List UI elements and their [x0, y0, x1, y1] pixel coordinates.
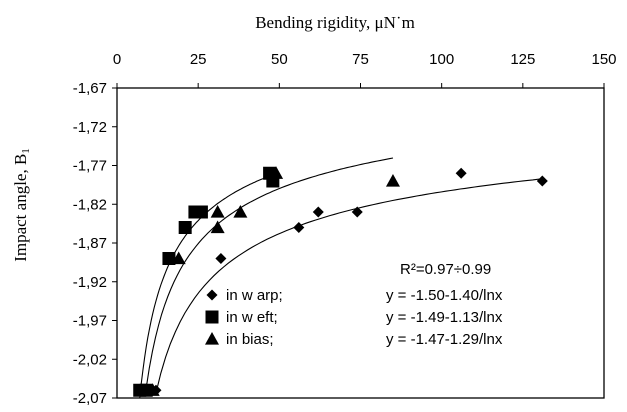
data-point-square [194, 205, 208, 219]
data-point-triangle [385, 174, 400, 187]
y-tick-label: -1,67 [73, 80, 107, 97]
legend-label: in bias; [226, 331, 274, 348]
y-tick-label: -1,82 [73, 196, 107, 213]
legend-equation: y = -1.49-1.13/lnx [386, 309, 503, 326]
x-tick-label: 0 [113, 51, 121, 68]
data-point-square [162, 252, 176, 265]
data-point-diamond [215, 253, 227, 264]
y-axis-title-main: Impact angle, B [11, 154, 30, 262]
trend-line-triangle [145, 157, 394, 389]
legend-equation: y = -1.47-1.29/lnx [386, 331, 503, 348]
x-tick-label: 50 [271, 51, 288, 68]
data-points [133, 166, 548, 397]
data-point-diamond [312, 206, 324, 218]
data-point-diamond [351, 206, 363, 218]
data-point-triangle [171, 251, 186, 265]
x-tick-label: 25 [190, 51, 207, 68]
legend-marker-diamond [206, 289, 218, 301]
trend-line-diamond [155, 178, 543, 394]
legend-label: in w arp; [226, 287, 283, 304]
legend: in w arp; y = -1.50-1.40/lnx in w eft; y = … [205, 287, 503, 348]
y-tick-label: -1,72 [73, 119, 107, 136]
legend-marker-square [205, 310, 219, 324]
y-axis-title: Impact angle, B1 [11, 148, 32, 262]
x-tick-label: 75 [352, 51, 369, 68]
y-tick-label: -1,97 [73, 313, 107, 330]
y-tick-label: -1,92 [73, 274, 107, 291]
data-point-triangle [233, 205, 248, 218]
y-ticks: -1,67 -1,72 -1,77 -1,82 -1,87 -1,92 -1,97 -2,02… [73, 80, 117, 407]
x-ticks: 0 25 50 75 100 125 150 [113, 51, 617, 88]
legend-equation: y = -1.50-1.40/lnx [386, 287, 503, 304]
data-point-triangle [210, 205, 225, 218]
r-squared-annotation: R²=0.97÷0.99 [400, 261, 491, 278]
y-tick-label: -1,87 [73, 235, 107, 252]
plot-area [116, 87, 605, 399]
trend-lines [139, 157, 543, 399]
x-tick-label: 150 [591, 51, 616, 68]
data-point-diamond [455, 167, 467, 179]
x-axis-title: Bending rigidity, μN˙m [255, 13, 415, 32]
data-point-diamond [536, 175, 548, 187]
legend-label: in w eft; [226, 309, 278, 326]
data-point-triangle [269, 166, 284, 179]
x-tick-label: 125 [510, 51, 535, 68]
data-point-diamond [293, 222, 305, 233]
data-point-square [178, 221, 192, 234]
y-tick-label: -1,77 [73, 158, 107, 175]
y-axis-title-subscript: 1 [20, 148, 32, 154]
data-point-triangle [145, 383, 160, 396]
data-point-triangle [210, 220, 225, 234]
y-tick-label: -2,07 [73, 390, 107, 407]
legend-marker-triangle [205, 332, 219, 345]
x-tick-label: 100 [429, 51, 454, 68]
y-tick-label: -2,02 [73, 351, 107, 368]
